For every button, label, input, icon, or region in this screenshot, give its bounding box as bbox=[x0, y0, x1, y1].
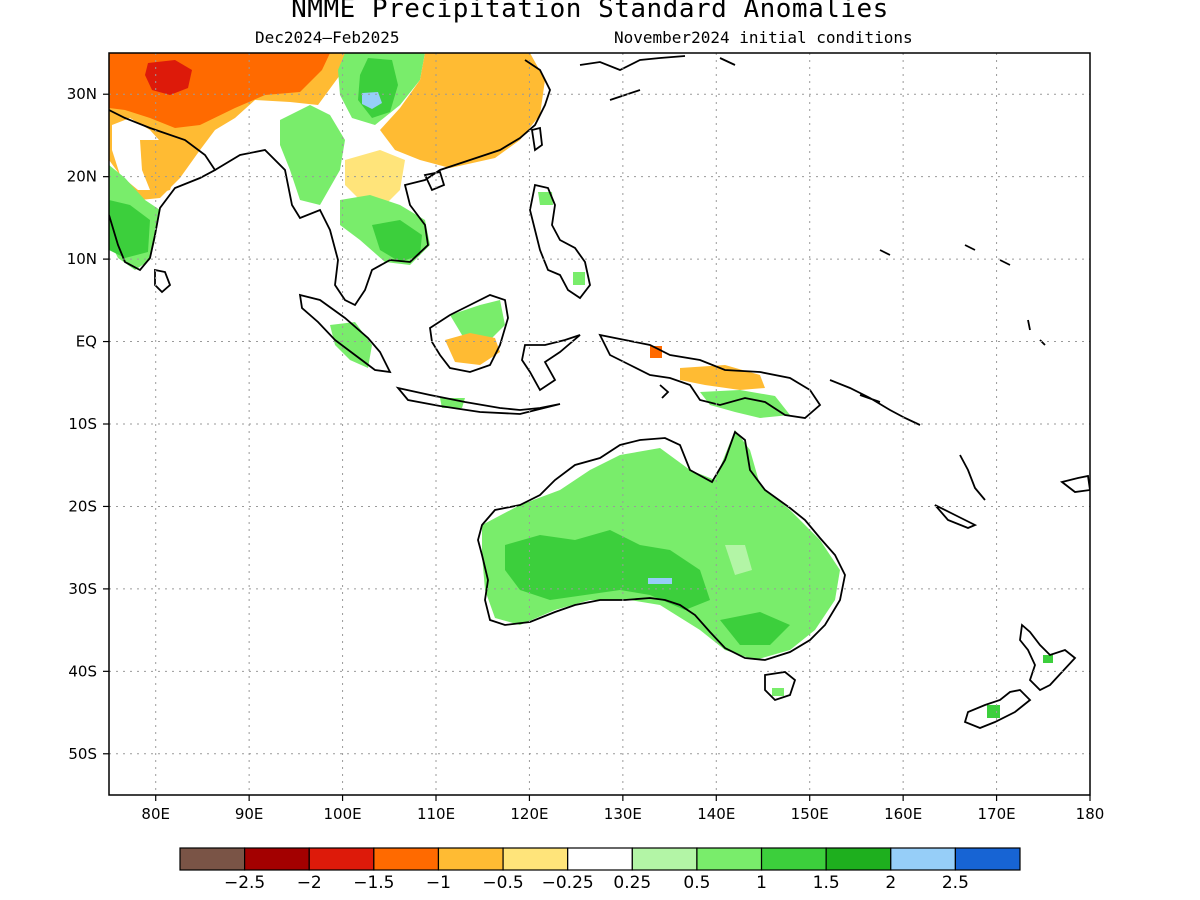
colorbar-label: −1 bbox=[426, 873, 451, 893]
x-tick-label: 180 bbox=[1076, 805, 1105, 823]
longitude-tick-labels: 80E 90E 100E 110E 120E 130E 140E 150E 160E 170E 18… bbox=[141, 795, 1104, 823]
x-tick-label: 150E bbox=[791, 805, 829, 823]
anomaly-region-australia-wet bbox=[482, 430, 840, 660]
coastline-new-zealand-south bbox=[963, 689, 1032, 729]
anomaly-region-borneo-wet bbox=[450, 300, 505, 340]
colorbar-label: −1.5 bbox=[353, 873, 394, 893]
x-tick-label: 100E bbox=[324, 805, 362, 823]
colorbar-swatch-1 bbox=[244, 847, 310, 871]
anomaly-region-china-light-dry bbox=[345, 150, 405, 210]
anomaly-region-plateau-blue bbox=[362, 92, 382, 109]
y-tick-label: 50S bbox=[68, 745, 97, 763]
coastline-new-zealand-north bbox=[1019, 623, 1077, 692]
colorbar-label: −0.5 bbox=[482, 873, 523, 893]
anomaly-shading bbox=[109, 53, 1053, 718]
anomaly-region-australia-wet3 bbox=[720, 612, 790, 645]
x-tick-label: 120E bbox=[510, 805, 548, 823]
anomaly-region-australia-light bbox=[725, 545, 752, 575]
anomaly-region-myanmar-wet bbox=[280, 105, 345, 205]
colorbar-label: 0.5 bbox=[683, 873, 710, 893]
colorbar-label: 2.5 bbox=[942, 873, 969, 893]
coastline-taiwan bbox=[530, 126, 543, 152]
colorbar-swatch-8 bbox=[696, 847, 763, 871]
coastline-sulawesi bbox=[521, 334, 581, 392]
coastline-hainan bbox=[423, 170, 446, 192]
coastline-india bbox=[109, 109, 217, 272]
graticule bbox=[109, 53, 1091, 795]
colorbar-label: −2.5 bbox=[224, 873, 265, 893]
colorbar-swatch-7 bbox=[631, 847, 698, 871]
anomaly-region-south-india-wet2 bbox=[109, 200, 150, 258]
colorbar: −2.5 −2 −1.5 −1 −0.5 −0.25 0.25 0.5 1 1.5 2 2.5 bbox=[179, 847, 1021, 893]
x-tick-label: 170E bbox=[978, 805, 1016, 823]
anomaly-region-australia-blue bbox=[648, 578, 672, 584]
coastline-sri-lanka bbox=[154, 268, 172, 294]
coastline-solomon-islands bbox=[829, 379, 921, 426]
colorbar-label: 1.5 bbox=[813, 873, 840, 893]
coastline-sumatra bbox=[298, 293, 392, 374]
coastline-australia bbox=[477, 430, 846, 661]
colorbar-swatch-10 bbox=[825, 847, 892, 871]
y-tick-label: 10N bbox=[67, 250, 97, 268]
y-tick-label: 20N bbox=[67, 168, 97, 186]
colorbar-swatch-2 bbox=[308, 847, 375, 871]
anomaly-region-indochina-wet2 bbox=[372, 220, 422, 262]
anomaly-region-nz-north-wet bbox=[1043, 655, 1053, 663]
colorbar-label: −0.25 bbox=[542, 873, 594, 893]
y-tick-label: 10S bbox=[68, 415, 97, 433]
colorbar-label: 0.25 bbox=[613, 873, 651, 893]
colorbar-swatch-0 bbox=[179, 847, 246, 871]
anomaly-region-australia-wet2 bbox=[505, 530, 710, 610]
anomaly-region-tibet-strong bbox=[145, 60, 192, 95]
coastline-vanuatu bbox=[959, 454, 986, 501]
coastline-java bbox=[395, 386, 561, 415]
colorbar-swatch-3 bbox=[373, 847, 440, 871]
anomaly-region-philippines-wet2 bbox=[573, 272, 585, 285]
anomaly-region-philippines-wet bbox=[538, 192, 553, 205]
x-tick-label: 110E bbox=[417, 805, 455, 823]
map-title: NMME Precipitation Standard Anomalies bbox=[291, 0, 889, 24]
y-tick-label: 30N bbox=[67, 85, 97, 103]
coastline-philippines bbox=[529, 183, 591, 300]
x-tick-label: 160E bbox=[884, 805, 922, 823]
y-tick-label: 20S bbox=[68, 497, 97, 515]
colorbar-swatch-11 bbox=[890, 847, 956, 871]
anomaly-region-borneo-dry bbox=[445, 333, 500, 365]
x-tick-label: 130E bbox=[604, 805, 642, 823]
x-tick-label: 90E bbox=[235, 805, 264, 823]
coastline-tasmania bbox=[764, 671, 797, 702]
coastline-small-islands bbox=[659, 244, 1046, 399]
initial-conditions: November2024 initial conditions bbox=[614, 28, 913, 47]
coastline-borneo bbox=[429, 294, 509, 373]
coastlines bbox=[109, 55, 1090, 729]
coastline-fiji bbox=[1059, 474, 1090, 493]
coastline-new-caledonia bbox=[934, 504, 978, 529]
anomaly-region-png-wet bbox=[700, 390, 790, 418]
anomaly-region-tasmania-wet bbox=[772, 688, 784, 696]
anomaly-region-india-dry bbox=[140, 140, 180, 195]
latitude-tick-labels: 30N 20N 10N EQ 10S 20S 30S 40S 50S bbox=[67, 85, 109, 763]
anomaly-region-china-dry bbox=[380, 53, 545, 168]
y-tick-label: EQ bbox=[76, 333, 97, 351]
colorbar-swatch-4 bbox=[437, 847, 504, 871]
x-tick-label: 80E bbox=[141, 805, 170, 823]
coastline-new-guinea bbox=[598, 333, 822, 419]
colorbar-swatch-6 bbox=[567, 847, 633, 871]
coastline-japan-islands bbox=[579, 55, 736, 101]
coastline-asia-mainland bbox=[214, 59, 551, 307]
forecast-period: Dec2024–Feb2025 bbox=[255, 28, 400, 47]
colorbar-swatch-9 bbox=[760, 847, 827, 871]
colorbar-swatch-5 bbox=[502, 847, 569, 871]
colorbar-swatch-12 bbox=[954, 847, 1021, 871]
colorbar-label: 1 bbox=[756, 873, 767, 893]
anomaly-region-nz-south-wet bbox=[987, 705, 1000, 718]
anomaly-region-sumatra-wet bbox=[330, 322, 372, 368]
colorbar-label: −2 bbox=[297, 873, 322, 893]
y-tick-label: 40S bbox=[68, 662, 97, 680]
x-tick-label: 140E bbox=[697, 805, 735, 823]
colorbar-label: 2 bbox=[885, 873, 896, 893]
y-tick-label: 30S bbox=[68, 580, 97, 598]
